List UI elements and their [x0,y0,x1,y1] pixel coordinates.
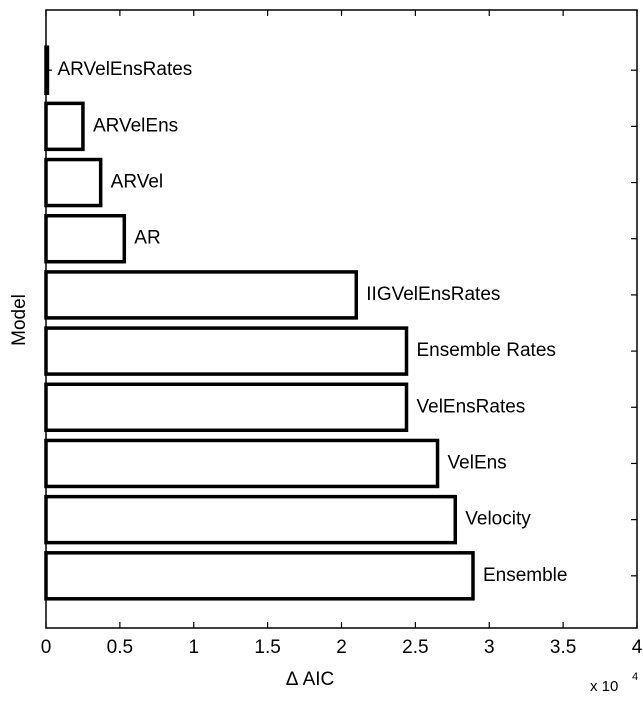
bar [44,382,409,433]
x-axis-label: Δ AIC [286,669,335,690]
bar-label: Velocity [465,509,531,530]
x-tick-label: 2.5 [402,637,428,658]
bar-label: AR [134,228,160,249]
bar [44,157,103,208]
bar-label: Ensemble Rates [417,340,556,361]
bar [44,45,50,95]
bar-label: ARVelEnsRates [57,59,192,80]
bar [44,551,475,601]
axis-multiplier-exponent: 4 [632,671,638,683]
bar [44,494,458,545]
x-tick-label: 0.5 [107,637,133,658]
x-tick-label: 3.5 [550,637,576,658]
x-tick-label: 2 [336,637,347,658]
bar [44,326,409,376]
bar [44,101,85,152]
bar [44,270,359,320]
bar [44,438,440,489]
x-tick-label: 0 [41,637,52,658]
x-tick-label: 3 [484,637,495,658]
y-axis-label: Model [9,294,30,346]
x-tick-label: 1.5 [254,637,280,658]
x-tick-label: 1 [188,637,199,658]
bar-label: Ensemble [483,565,568,586]
bar-label: ARVel [111,172,163,193]
axis-multiplier: x 10 [590,678,618,695]
bar-label: VelEns [448,452,507,473]
bar-label: IIGVelEnsRates [366,284,500,305]
bar [44,213,127,264]
bar-label: ARVelEns [93,115,178,136]
x-tick-label: 4 [632,637,643,658]
bar-label: VelEnsRates [417,396,526,417]
